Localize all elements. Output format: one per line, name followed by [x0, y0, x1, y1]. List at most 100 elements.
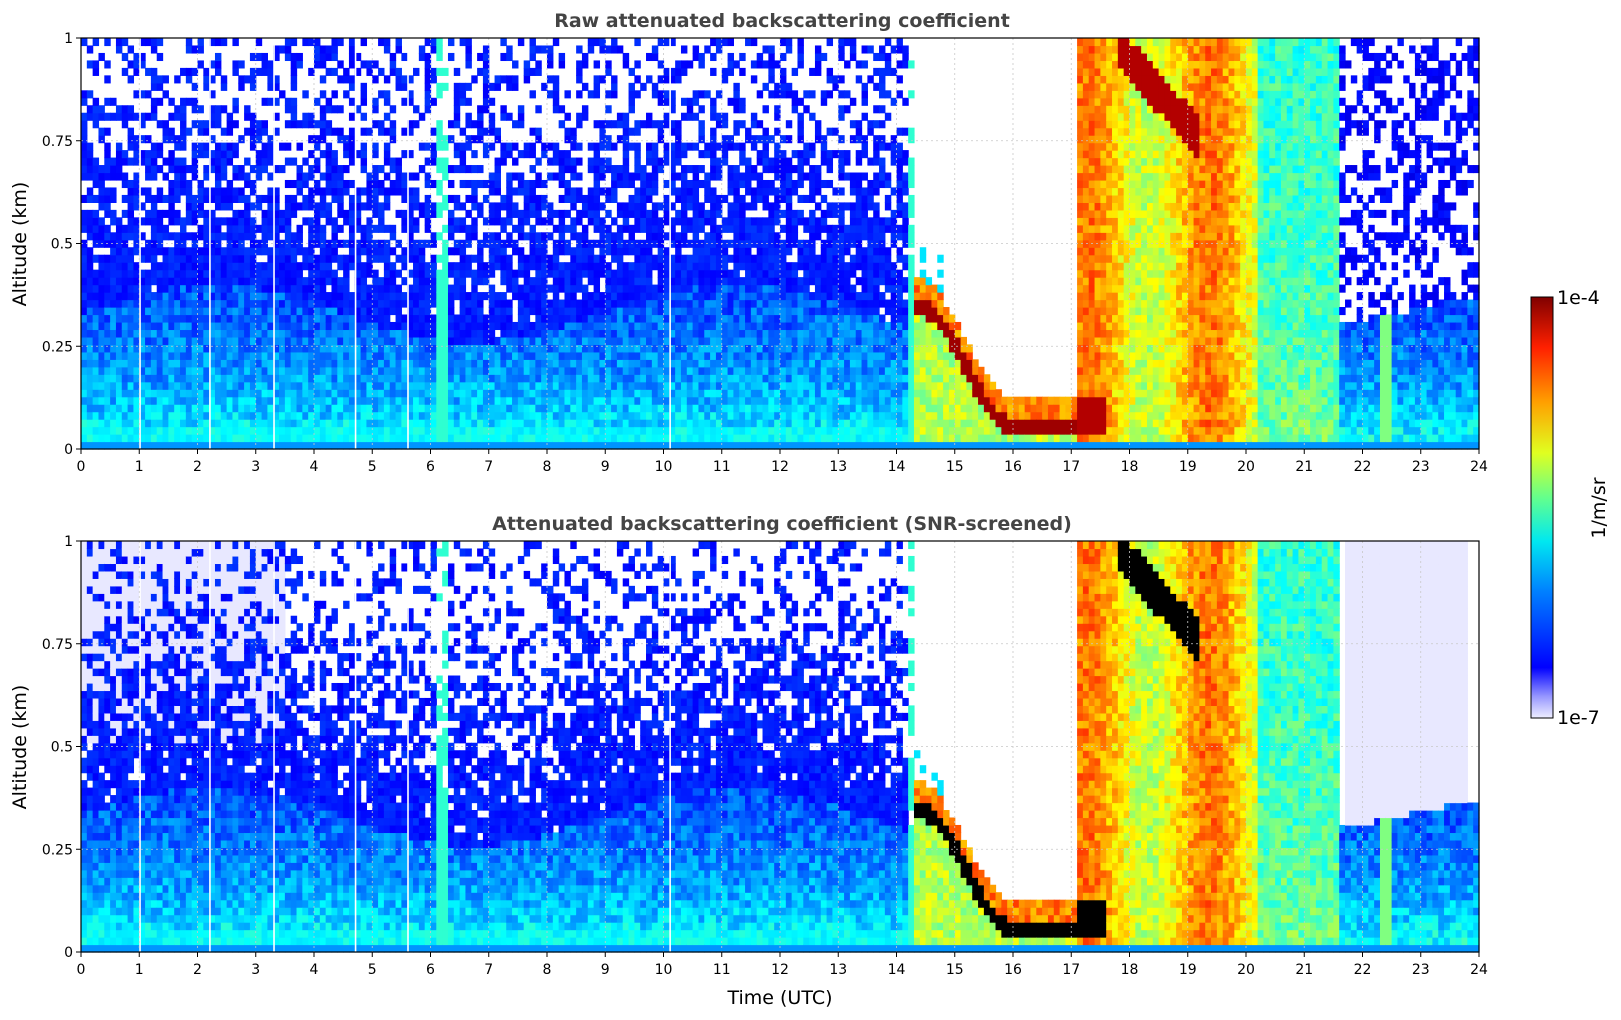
- heatmap-cell: [576, 143, 582, 151]
- heatmap-cell: [652, 232, 658, 240]
- heatmap-cell: [652, 285, 658, 293]
- heatmap-cell: [215, 442, 221, 450]
- heatmap-cell: [384, 329, 390, 337]
- heatmap-cell: [460, 329, 466, 337]
- heatmap-cell: [763, 270, 769, 278]
- heatmap-cell: [640, 202, 646, 210]
- heatmap-cell: [419, 322, 425, 330]
- heatmap-cell: [256, 150, 262, 158]
- heatmap-cell: [157, 277, 163, 285]
- heatmap-cell: [163, 359, 169, 367]
- heatmap-cell: [198, 427, 204, 435]
- heatmap-cell: [524, 404, 530, 412]
- heatmap-cell: [728, 352, 734, 360]
- heatmap-cell: [320, 240, 326, 248]
- heatmap-cell: [559, 367, 565, 375]
- heatmap-cell: [710, 187, 716, 195]
- heatmap-cell: [611, 442, 617, 450]
- heatmap-cell: [652, 419, 658, 427]
- heatmap-cell: [448, 404, 454, 412]
- heatmap-cell: [611, 434, 617, 442]
- heatmap-cell: [506, 359, 512, 367]
- heatmap-cell: [331, 285, 337, 293]
- heatmap-cell: [180, 412, 186, 420]
- heatmap-cell: [634, 38, 640, 46]
- heatmap-cell: [186, 344, 192, 352]
- heatmap-cell: [180, 329, 186, 337]
- heatmap-cell: [378, 217, 384, 225]
- heatmap-cell: [215, 262, 221, 270]
- heatmap-cell: [559, 397, 565, 405]
- heatmap-cell: [331, 389, 337, 397]
- heatmap-cell: [617, 344, 623, 352]
- heatmap-cell: [506, 150, 512, 158]
- heatmap-cell: [215, 247, 221, 255]
- heatmap-cell: [664, 38, 670, 46]
- heatmap-cell: [122, 150, 128, 158]
- heatmap-cell: [594, 180, 600, 188]
- heatmap-cell: [157, 75, 163, 83]
- heatmap-cell: [180, 135, 186, 143]
- heatmap-cell: [93, 329, 99, 337]
- heatmap-cell: [238, 314, 244, 322]
- heatmap-cell: [623, 374, 629, 382]
- heatmap-cell: [390, 344, 396, 352]
- heatmap-cell: [157, 225, 163, 233]
- heatmap-cell: [611, 382, 617, 390]
- heatmap-cell: [617, 173, 623, 181]
- heatmap-cell: [343, 329, 349, 337]
- heatmap-cell: [733, 202, 739, 210]
- heatmap-cell: [413, 382, 419, 390]
- heatmap-cell: [564, 180, 570, 188]
- heatmap-cell: [203, 367, 209, 375]
- heatmap-cell: [279, 359, 285, 367]
- heatmap-cell: [763, 337, 769, 345]
- heatmap-cell: [594, 344, 600, 352]
- heatmap-cell: [693, 329, 699, 337]
- heatmap-cell: [617, 255, 623, 263]
- heatmap-cell: [436, 404, 442, 412]
- heatmap-cell: [98, 314, 104, 322]
- heatmap-cell: [145, 292, 151, 300]
- heatmap-cell: [611, 292, 617, 300]
- heatmap-cell: [588, 434, 594, 442]
- heatmap-cell: [227, 367, 233, 375]
- heatmap-cell: [285, 382, 291, 390]
- heatmap-cell: [454, 98, 460, 106]
- heatmap-cell: [279, 367, 285, 375]
- heatmap-cell: [681, 314, 687, 322]
- heatmap-cell: [710, 300, 716, 308]
- heatmap-cell: [378, 397, 384, 405]
- heatmap-cell: [500, 322, 506, 330]
- heatmap-cell: [436, 45, 442, 53]
- heatmap-cell: [757, 217, 763, 225]
- heatmap-cell: [506, 210, 512, 218]
- heatmap-cell: [524, 382, 530, 390]
- heatmap-cell: [256, 38, 262, 46]
- heatmap-cell: [384, 374, 390, 382]
- heatmap-cell: [530, 442, 536, 450]
- heatmap-cell: [681, 427, 687, 435]
- heatmap-cell: [710, 427, 716, 435]
- heatmap-cell: [401, 434, 407, 442]
- heatmap-cell: [687, 427, 693, 435]
- heatmap-cell: [331, 419, 337, 427]
- heatmap-cell: [198, 404, 204, 412]
- heatmap-cell: [605, 247, 611, 255]
- heatmap-cell: [681, 217, 687, 225]
- heatmap-cell: [256, 202, 262, 210]
- heatmap-cell: [448, 389, 454, 397]
- heatmap-cell: [361, 225, 367, 233]
- heatmap-cell: [495, 83, 501, 91]
- heatmap-cell: [512, 210, 518, 218]
- heatmap-cell: [768, 344, 774, 352]
- heatmap-cell: [495, 389, 501, 397]
- heatmap-cell: [279, 307, 285, 315]
- heatmap-cell: [553, 262, 559, 270]
- heatmap-cell: [361, 90, 367, 98]
- heatmap-cell: [203, 150, 209, 158]
- heatmap-cell: [704, 143, 710, 151]
- heatmap-cell: [151, 404, 157, 412]
- heatmap-cell: [81, 247, 87, 255]
- heatmap-cell: [198, 367, 204, 375]
